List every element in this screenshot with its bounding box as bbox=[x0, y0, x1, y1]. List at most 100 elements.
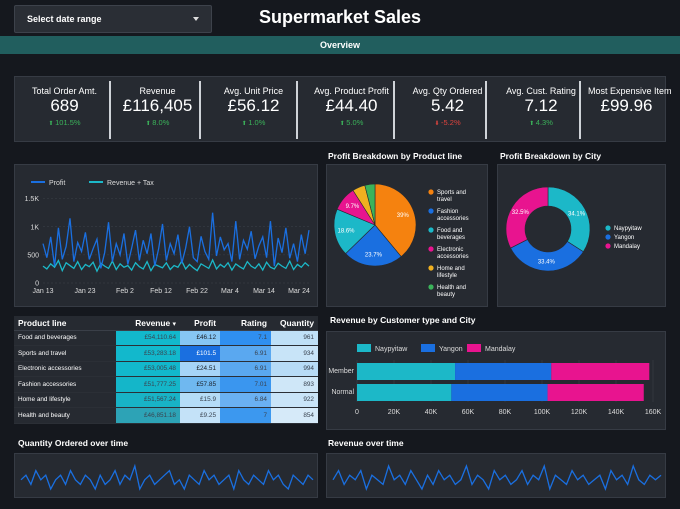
table-row[interactable]: Health and beauty £46,851.18 £9.25 7 854 bbox=[14, 407, 318, 424]
cell-quantity: 922 bbox=[271, 392, 318, 408]
legend-label: Yangon bbox=[439, 346, 463, 353]
qty-over-time-chart bbox=[20, 463, 314, 492]
x-tick-label: 140K bbox=[608, 409, 625, 416]
legend-dot bbox=[428, 246, 434, 252]
profit-by-product-panel: 39% 23.7% 18.6% 9.7% Sports and travel Fashion… bbox=[326, 164, 488, 307]
pie-slice[interactable] bbox=[374, 183, 417, 258]
sparkline bbox=[20, 463, 314, 492]
kpi-card: Avg. Unit Price £56.12 ⬆ 1.0% bbox=[205, 77, 302, 143]
legend-dot bbox=[605, 243, 611, 249]
pie-slice[interactable] bbox=[505, 186, 549, 249]
table-row[interactable]: Electronic accessories £53,005.48 £24.51 6.… bbox=[14, 361, 318, 377]
y-tick-label: 0 bbox=[35, 281, 39, 288]
x-tick-label: 0 bbox=[355, 409, 359, 416]
bar-segment[interactable] bbox=[455, 363, 552, 380]
kpi-divider bbox=[296, 81, 298, 139]
bar-segment[interactable] bbox=[451, 384, 548, 401]
kpi-change-value: 101.5% bbox=[55, 118, 81, 127]
table-header-row: Product line Revenue ▾ Profit Rating Qua… bbox=[14, 316, 318, 331]
pie-slice[interactable] bbox=[364, 183, 376, 226]
x-tick-label: Mar 24 bbox=[288, 288, 310, 295]
tab-overview[interactable]: Overview bbox=[0, 36, 680, 54]
bar-segment[interactable] bbox=[551, 363, 650, 380]
kpi-label: Avg. Cust. Rating bbox=[506, 86, 576, 96]
legend-swatch bbox=[421, 344, 435, 352]
col-header-profit[interactable]: Profit bbox=[180, 316, 220, 331]
cell-name: Sports and travel bbox=[14, 345, 116, 362]
cell-name: Food and beverages bbox=[14, 330, 116, 346]
pie-slice[interactable] bbox=[547, 186, 591, 253]
table-row[interactable]: Fashion accessories £51,777.25 £57.85 7.01 8… bbox=[14, 376, 318, 393]
x-tick-label: Feb 12 bbox=[150, 288, 172, 295]
bar-segment[interactable] bbox=[547, 384, 644, 401]
pie-slice[interactable] bbox=[345, 224, 402, 267]
date-range-select[interactable]: Select date range bbox=[14, 5, 212, 33]
kpi-label: Avg. Product Profit bbox=[314, 86, 389, 96]
kpi-divider bbox=[485, 81, 487, 139]
legend-label: Health and beauty bbox=[437, 285, 466, 298]
profit-by-city-panel: 34.1% 33.4% 32.5% Naypyitaw Yangon Mandalay bbox=[497, 164, 666, 307]
table-row[interactable]: Sports and travel £53,283.18 £101.5 6.91 934 bbox=[14, 345, 318, 362]
kpi-label: Avg. Qty Ordered bbox=[412, 86, 483, 96]
sort-desc-icon: ▾ bbox=[172, 320, 176, 328]
kpi-value: 689 bbox=[50, 96, 79, 115]
profit-revenue-line-chart: Profit Revenue + Tax 0 500 1K 1.5K Jan 13 Jan 2… bbox=[25, 180, 310, 295]
cell-profit: £9.25 bbox=[180, 407, 220, 424]
legend-swatch bbox=[357, 344, 371, 352]
bar-segment[interactable] bbox=[357, 384, 452, 401]
x-tick-label: Jan 13 bbox=[32, 288, 53, 295]
legend-label: Revenue + Tax bbox=[107, 180, 154, 187]
cell-rating: 7 bbox=[220, 407, 271, 424]
legend-dot bbox=[428, 189, 434, 195]
kpi-change: ⬆ 1.0% bbox=[205, 118, 302, 127]
legend-label: Profit bbox=[49, 180, 65, 187]
x-tick-label: Feb 22 bbox=[186, 288, 208, 295]
kpi-card: Avg. Qty Ordered 5.42 ⬇ -5.2% bbox=[401, 77, 494, 143]
col-header-revenue-label: Revenue bbox=[135, 317, 171, 328]
kpi-change-value: 8.0% bbox=[152, 118, 170, 127]
slice-label: 32.5% bbox=[512, 210, 530, 216]
cell-quantity: 893 bbox=[271, 376, 318, 393]
sparkline bbox=[332, 463, 662, 492]
x-tick-label: Mar 4 bbox=[221, 288, 239, 295]
kpi-panel: Total Order Amt. 689 ⬆ 101.5% Revenue £116,4… bbox=[14, 76, 672, 143]
slice-label: 23.7% bbox=[365, 252, 383, 258]
x-tick-label: 120K bbox=[571, 409, 588, 416]
series-line-revenue-tax bbox=[42, 258, 310, 273]
kpi-change: ⬆ 8.0% bbox=[110, 118, 205, 127]
col-header-rating[interactable]: Rating bbox=[220, 316, 271, 331]
y-category-label: Member bbox=[328, 368, 354, 375]
qty-over-time-title: Quantity Ordered over time bbox=[18, 438, 129, 448]
col-header-product-line[interactable]: Product line bbox=[14, 316, 116, 331]
table-row[interactable]: Home and lifestyle £51,567.24 £15.9 6.84 922 bbox=[14, 392, 318, 408]
legend-dot bbox=[428, 265, 434, 271]
x-tick-label: Feb 2 bbox=[116, 288, 134, 295]
x-tick-label: Jan 23 bbox=[74, 288, 95, 295]
arrow-up-icon: ⬆ bbox=[339, 121, 347, 127]
kpi-label: Total Order Amt. bbox=[31, 86, 98, 96]
slice-label: 9.7% bbox=[346, 204, 360, 210]
slice-label: 34.1% bbox=[568, 211, 586, 217]
y-tick-label: 500 bbox=[27, 252, 39, 259]
cell-revenue: £53,005.48 bbox=[116, 361, 180, 377]
legend-label: Sports and travel bbox=[437, 190, 466, 203]
kpi-value: 5.42 bbox=[430, 96, 465, 115]
legend-label: Fashion accessories bbox=[437, 209, 469, 222]
revenue-over-time-panel bbox=[326, 453, 666, 498]
legend-dot bbox=[428, 227, 434, 233]
x-tick-label: 80K bbox=[499, 409, 512, 416]
cell-revenue: £51,777.25 bbox=[116, 376, 180, 393]
dashboard-title: Supermarket Sales bbox=[258, 7, 422, 27]
col-header-quantity[interactable]: Quantity bbox=[271, 316, 318, 331]
revenue-over-time-title: Revenue over time bbox=[328, 438, 404, 448]
pie-slice[interactable] bbox=[333, 208, 376, 255]
col-header-revenue[interactable]: Revenue ▾ bbox=[116, 316, 180, 331]
table-row[interactable]: Food and beverages £54,110.64 £46.12 7.1 961 bbox=[14, 330, 318, 346]
cell-rating: 6.91 bbox=[220, 345, 271, 362]
profit-by-city-donut: 34.1% 33.4% 32.5% Naypyitaw Yangon Mandalay bbox=[505, 186, 642, 272]
bar-segment[interactable] bbox=[357, 363, 456, 380]
x-tick-label: 100K bbox=[534, 409, 551, 416]
kpi-value: £99.96 bbox=[600, 96, 653, 115]
legend-label: Mandalay bbox=[614, 244, 640, 250]
cell-name: Health and beauty bbox=[14, 407, 116, 424]
